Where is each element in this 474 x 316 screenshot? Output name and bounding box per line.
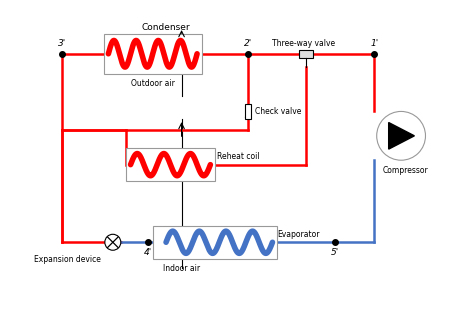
Text: Check valve: Check valve <box>255 107 301 116</box>
Text: Outdoor air: Outdoor air <box>131 79 175 88</box>
Text: 2': 2' <box>244 39 252 48</box>
Text: 1': 1' <box>370 39 379 48</box>
Circle shape <box>105 234 121 250</box>
Text: Three-way valve: Three-way valve <box>272 39 335 48</box>
Circle shape <box>377 112 426 160</box>
Bar <box>126 148 215 181</box>
Bar <box>153 226 277 259</box>
Polygon shape <box>389 123 414 149</box>
Bar <box>104 34 201 74</box>
Text: Reheat coil: Reheat coil <box>217 152 260 161</box>
Text: Evaporator: Evaporator <box>277 230 319 239</box>
Text: 4': 4' <box>144 248 153 257</box>
Bar <box>245 104 251 119</box>
Text: Compressor: Compressor <box>383 166 428 174</box>
Text: Condenser: Condenser <box>142 23 191 32</box>
Text: 3': 3' <box>58 39 66 48</box>
Text: Expansion device: Expansion device <box>35 255 101 264</box>
Text: Indoor air: Indoor air <box>163 264 200 273</box>
Text: 5': 5' <box>330 248 339 257</box>
Bar <box>299 50 313 58</box>
